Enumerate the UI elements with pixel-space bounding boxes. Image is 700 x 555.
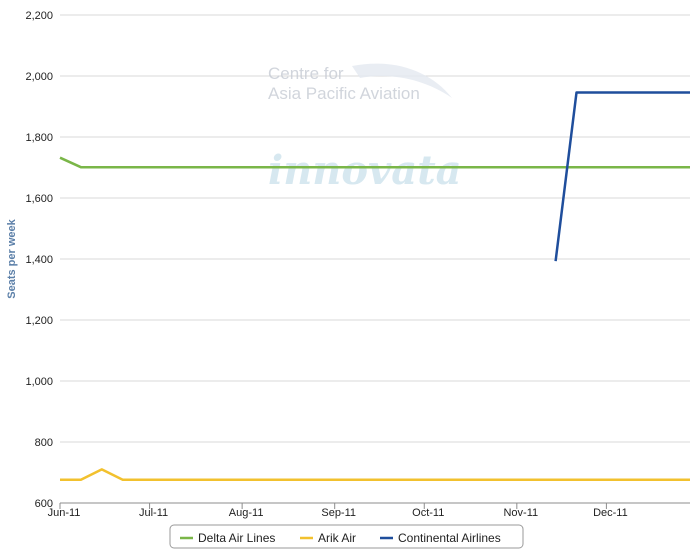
watermark-swoosh	[352, 63, 452, 98]
y-tick-label: 1,600	[25, 193, 53, 205]
x-tick-label: Aug-11	[229, 507, 264, 519]
y-tick-label: 2,000	[25, 71, 53, 83]
y-tick-label: 1,800	[25, 132, 53, 144]
y-tick-label: 600	[35, 498, 53, 510]
legend-box	[169, 524, 524, 549]
x-tick-label: Jul-11	[139, 507, 168, 519]
legend-item-arik-air[interactable]: Arik Air	[300, 531, 356, 545]
watermark-line1: Centre for	[268, 64, 344, 83]
x-axis-ticks: Jun-11 Jul-11 Aug-11 Sep-11 Oct-11 Nov-11 Dec-…	[48, 503, 628, 519]
x-tick-label: Dec-11	[593, 507, 628, 519]
x-tick-label: Sep-11	[321, 507, 356, 519]
watermark-line2: Asia Pacific Aviation	[268, 84, 420, 103]
legend-item-delta-air-lines[interactable]: Delta Air Lines	[180, 531, 275, 545]
series-line-arik-air	[60, 468, 690, 482]
series-line-continental-airlines	[554, 91, 690, 262]
gridlines	[60, 14, 690, 443]
x-tick-label: Jun-11	[48, 507, 81, 519]
y-tick-label: 800	[35, 437, 53, 449]
legend-items: Delta Air Lines Arik Air Continental Airli…	[180, 531, 501, 545]
legend: Delta Air Lines Arik Air Continental Airli…	[169, 524, 524, 549]
series-line-delta-air-lines	[59, 156, 690, 169]
y-tick-label: 2,200	[25, 10, 53, 22]
y-tick-label: 1,200	[25, 315, 53, 327]
legend-label: Continental Airlines	[398, 531, 501, 545]
y-axis-ticks: 600 800 1,000 1,200 1,400 1,600 1,800 2,000 2,20…	[25, 10, 53, 510]
legend-label: Arik Air	[318, 531, 356, 545]
y-tick-label: 1,400	[25, 254, 53, 266]
watermark-logo: innovata	[268, 147, 462, 194]
y-tick-label: 1,000	[25, 376, 53, 388]
x-tick-label: Oct-11	[412, 507, 444, 519]
series-lines	[59, 91, 690, 482]
x-tick-label: Nov-11	[503, 507, 538, 519]
legend-label: Delta Air Lines	[198, 531, 275, 545]
y-axis-title: Seats per week	[6, 218, 18, 298]
watermark: Centre for Asia Pacific Aviation innovat…	[268, 63, 462, 194]
legend-item-continental-airlines[interactable]: Continental Airlines	[380, 531, 501, 545]
